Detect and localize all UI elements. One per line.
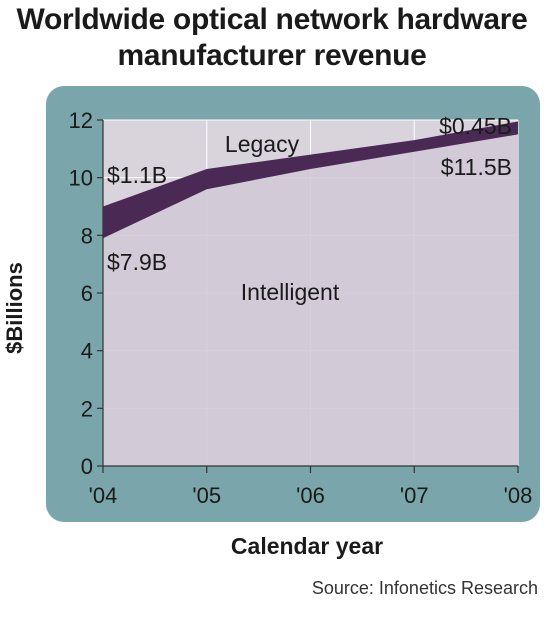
- x-tick-label-3: '07: [400, 483, 429, 508]
- annotation-legacy-start: $1.1B: [107, 162, 167, 188]
- series-label-intelligent: Intelligent: [241, 279, 340, 305]
- chart-areas: [103, 121, 518, 466]
- area-legacy: [103, 121, 518, 239]
- series-label-legacy: Legacy: [225, 131, 300, 157]
- area-intelligent: [103, 134, 518, 466]
- chart-title-text: Worldwide optical network hardware manuf…: [16, 3, 528, 72]
- series-labels: Legacy Intelligent $1.1B $7.9B $0.45B $11.5B: [107, 113, 512, 305]
- x-tick-label-0: '04: [89, 483, 118, 508]
- source-credit: Source: Infonetics Research: [312, 578, 538, 599]
- annotation-legacy-end: $0.45B: [439, 113, 512, 139]
- y-tick-label-10: 10: [69, 166, 93, 191]
- annotation-intelligent-end: $11.5B: [441, 154, 512, 180]
- tick-labels: 0 2 4 6 8 10 12 '04 '05 '06 '07 '08: [69, 108, 533, 508]
- x-tick-label-2: '06: [296, 483, 325, 508]
- y-axis-label: $Billions: [2, 262, 28, 354]
- y-axis-label-text: $Billions: [2, 262, 27, 354]
- y-tick-label-8: 8: [81, 223, 93, 248]
- chart-title: Worldwide optical network hardware manuf…: [0, 2, 544, 74]
- x-axis-label: Calendar year: [0, 533, 544, 560]
- y-tick-label-6: 6: [81, 281, 93, 306]
- x-tick-label-4: '08: [504, 483, 533, 508]
- annotation-intelligent-start: $7.9B: [107, 249, 167, 275]
- chart-axes: [97, 119, 519, 473]
- y-tick-label-4: 4: [81, 339, 93, 364]
- y-tick-label-0: 0: [81, 454, 93, 479]
- source-credit-text: Source: Infonetics Research: [311, 578, 538, 598]
- y-tick-label-2: 2: [81, 396, 93, 421]
- y-tick-label-12: 12: [69, 108, 93, 133]
- x-axis-label-text: Calendar year: [230, 533, 384, 559]
- x-tick-label-1: '05: [192, 483, 221, 508]
